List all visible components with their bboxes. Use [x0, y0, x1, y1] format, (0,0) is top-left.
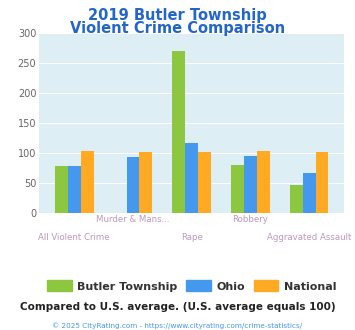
Bar	[303, 173, 316, 213]
Bar	[68, 166, 81, 213]
Bar	[198, 152, 211, 213]
Text: 2019 Butler Township: 2019 Butler Township	[88, 8, 267, 23]
Bar	[316, 152, 328, 213]
Bar	[185, 143, 198, 213]
Bar	[172, 51, 185, 213]
Bar	[126, 157, 140, 213]
Text: Robbery: Robbery	[233, 214, 268, 223]
Bar	[257, 151, 270, 213]
Text: Rape: Rape	[181, 233, 203, 242]
Text: Murder & Mans...: Murder & Mans...	[96, 214, 170, 223]
Text: Violent Crime Comparison: Violent Crime Comparison	[70, 21, 285, 36]
Text: All Violent Crime: All Violent Crime	[38, 233, 110, 242]
Bar	[140, 152, 152, 213]
Bar	[55, 166, 68, 213]
Legend: Butler Township, Ohio, National: Butler Township, Ohio, National	[43, 276, 341, 296]
Text: Compared to U.S. average. (U.S. average equals 100): Compared to U.S. average. (U.S. average …	[20, 302, 335, 312]
Bar	[81, 151, 94, 213]
Bar	[231, 165, 244, 213]
Bar	[290, 185, 303, 213]
Bar	[244, 156, 257, 213]
Text: © 2025 CityRating.com - https://www.cityrating.com/crime-statistics/: © 2025 CityRating.com - https://www.city…	[53, 323, 302, 329]
Text: Aggravated Assault: Aggravated Assault	[267, 233, 351, 242]
